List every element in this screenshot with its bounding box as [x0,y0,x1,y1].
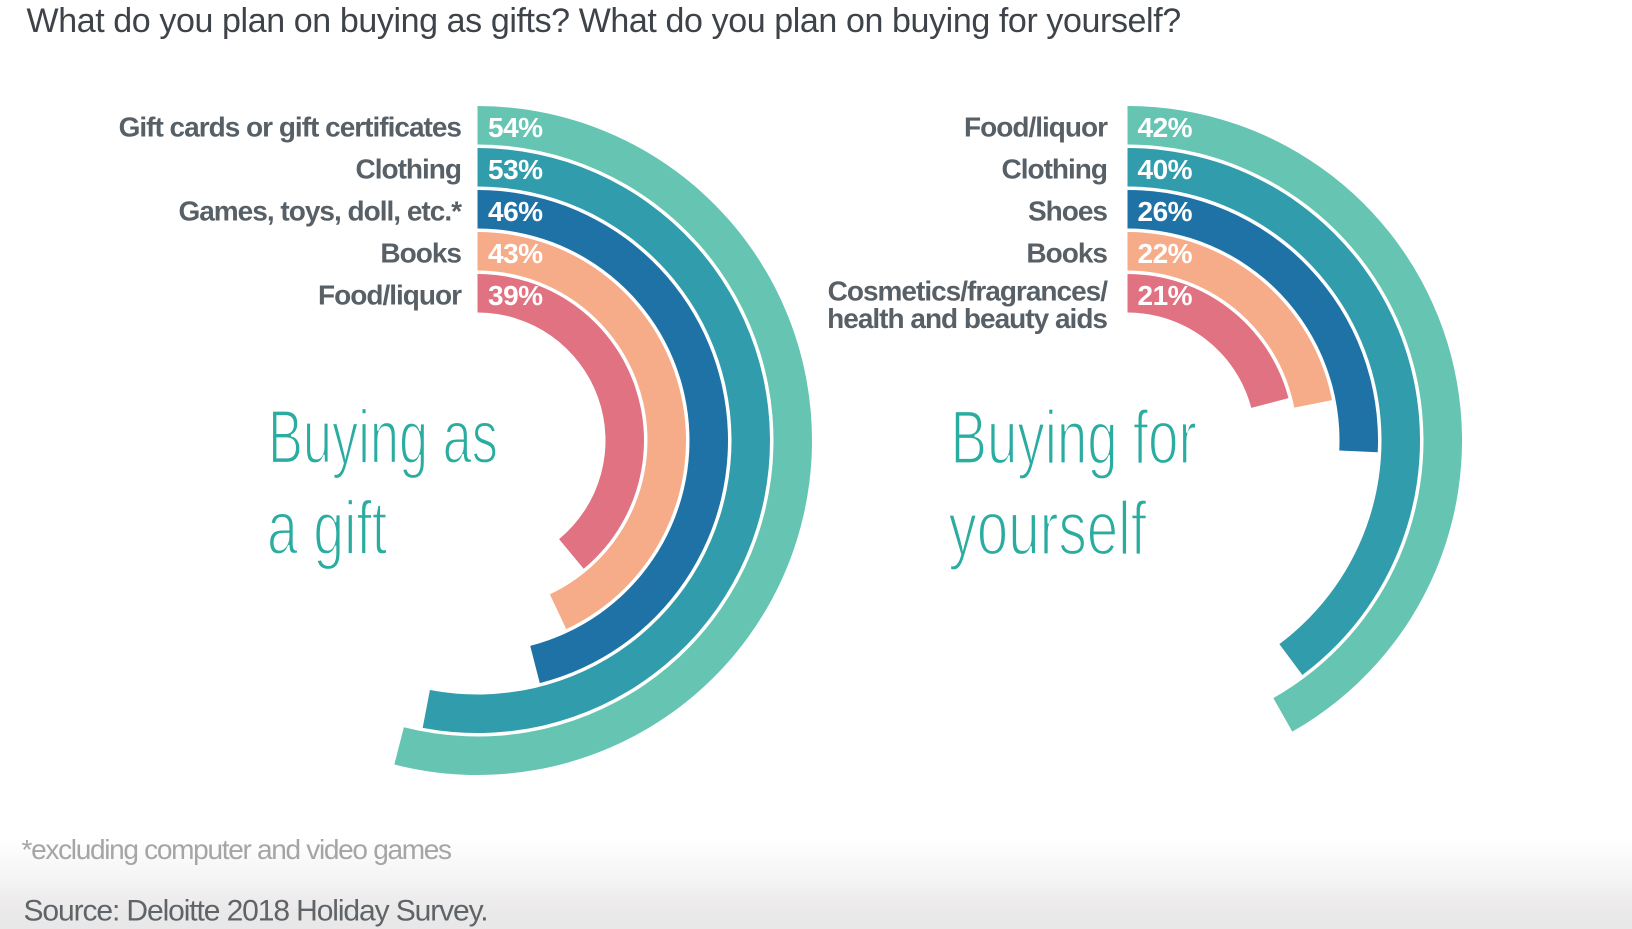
svg-text:46%: 46% [488,196,543,227]
svg-text:Cosmetics/fragrances/: Cosmetics/fragrances/ [828,276,1109,307]
svg-text:40%: 40% [1138,154,1193,185]
svg-text:Buying for: Buying for [951,396,1197,481]
svg-text:Source: Deloitte 2018 Holiday: Source: Deloitte 2018 Holiday Survey. [24,895,488,928]
svg-text:What do you plan on buying as: What do you plan on buying as gifts? Wha… [27,2,1181,40]
svg-text:yourself: yourself [949,486,1147,571]
svg-text:26%: 26% [1138,196,1193,227]
svg-text:Gift cards or gift certificate: Gift cards or gift certificates [119,112,462,143]
svg-text:a gift: a gift [267,487,387,572]
svg-text:Books: Books [1026,238,1107,269]
svg-text:Books: Books [380,238,461,269]
svg-text:*excluding computer and video: *excluding computer and video games [22,834,452,865]
svg-text:Buying as: Buying as [268,394,498,479]
svg-text:54%: 54% [488,112,543,143]
svg-text:health and beauty aids: health and beauty aids [827,303,1107,334]
svg-text:39%: 39% [488,280,543,311]
svg-text:Food/liquor: Food/liquor [964,112,1108,143]
svg-text:Shoes: Shoes [1028,196,1107,227]
svg-text:22%: 22% [1138,238,1193,269]
svg-text:Games, toys, doll, etc.*: Games, toys, doll, etc.* [178,196,462,227]
svg-text:43%: 43% [488,238,543,269]
svg-text:42%: 42% [1138,112,1193,143]
svg-text:Clothing: Clothing [355,154,461,185]
svg-text:21%: 21% [1138,280,1193,311]
svg-text:Food/liquor: Food/liquor [318,280,462,311]
svg-text:53%: 53% [488,154,543,185]
svg-text:Clothing: Clothing [1001,154,1107,185]
